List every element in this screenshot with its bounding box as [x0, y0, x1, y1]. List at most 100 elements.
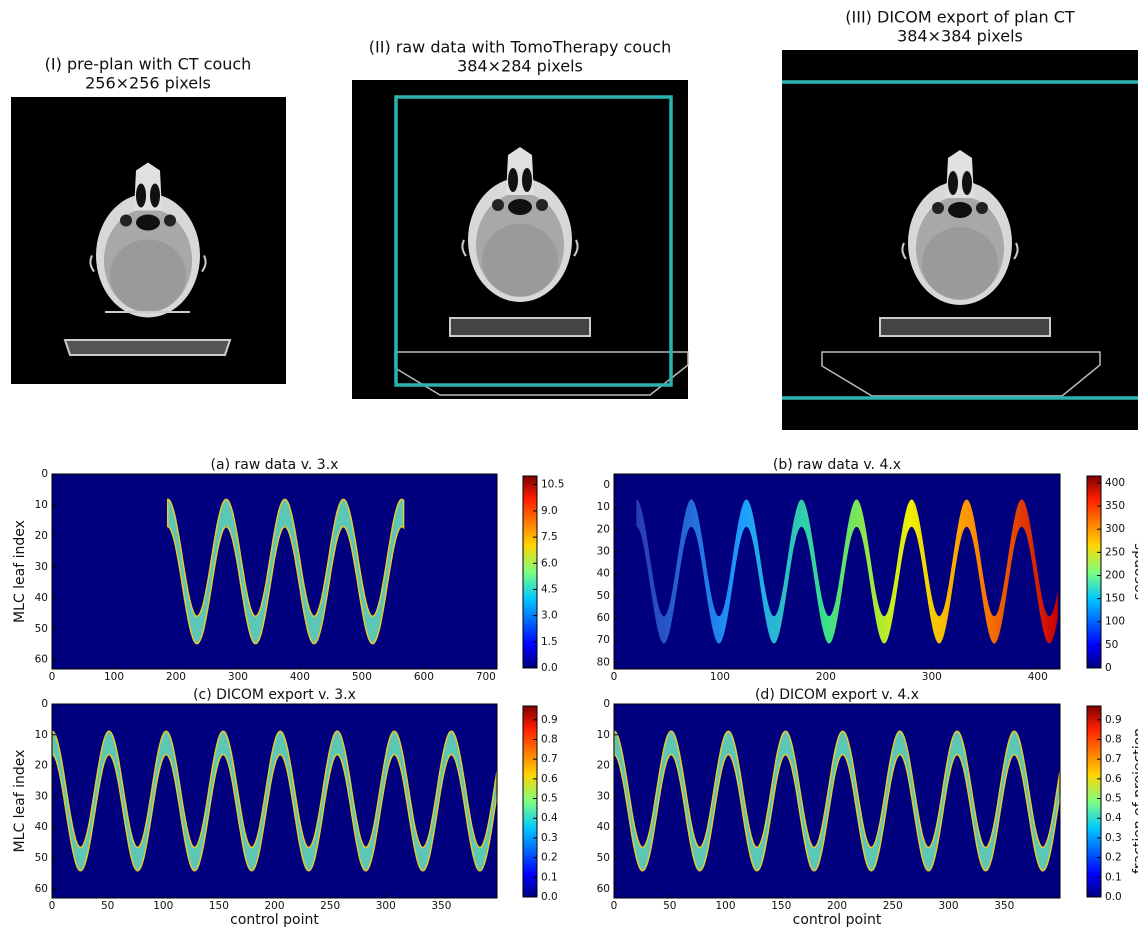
colorbar-tick-label: 300	[1105, 523, 1125, 535]
colorbar	[1086, 705, 1102, 898]
image-title: (I) pre-plan with CT couch	[45, 55, 252, 74]
x-tick-label: 50	[101, 900, 114, 912]
y-tick-label: 10	[35, 729, 48, 741]
colorbar-tick-label: 0.2	[1105, 852, 1122, 864]
y-tick-label: 10	[597, 729, 610, 741]
colorbar-tick-label: 0.1	[541, 871, 558, 883]
y-tick-label: 20	[597, 760, 610, 772]
colorbar-tick-label: 150	[1105, 593, 1125, 605]
x-tick-label: 50	[663, 900, 676, 912]
x-tick-label: 350	[431, 900, 451, 912]
y-axis-label: MLC leaf index	[12, 520, 28, 623]
y-tick-label: 0	[41, 698, 48, 710]
colorbar-tick-label: 0.9	[1105, 714, 1122, 726]
y-tick-label: 40	[597, 821, 610, 833]
x-tick-label: 200	[264, 900, 284, 912]
y-tick-label: 0	[603, 479, 610, 491]
x-tick-label: 100	[710, 671, 730, 683]
y-tick-label: 60	[35, 654, 48, 666]
x-tick-label: 300	[376, 900, 396, 912]
x-tick-label: 600	[414, 671, 434, 683]
colorbar-tick-label: 0.5	[1105, 793, 1122, 805]
image-subtitle: 384×284 pixels	[457, 57, 583, 76]
colorbar-tick-label: 0	[1105, 662, 1112, 674]
colorbar-tick-label: 0.0	[1105, 891, 1122, 903]
x-tick-label: 150	[209, 900, 229, 912]
heatmap-panel: 0 50 100 150 200 250 300 350 0 10 20 30 40 50 60 0.0 0.1…	[12, 687, 558, 928]
colorbar-tick-label: 3.0	[541, 610, 558, 622]
colorbar-tick-label: 6.0	[541, 557, 558, 569]
y-tick-label: 30	[597, 790, 610, 802]
colorbar-tick-label: 350	[1105, 500, 1125, 512]
colorbar-tick-label: 0.8	[1105, 733, 1122, 745]
region-box	[394, 95, 673, 387]
y-tick-label: 10	[597, 501, 610, 513]
plot-title: (a) raw data v. 3.x	[211, 457, 339, 473]
colorbar-tick-label: 10.5	[541, 479, 564, 491]
y-tick-label: 50	[35, 852, 48, 864]
colorbar-tick-label: 250	[1105, 546, 1125, 558]
heatmap-background	[52, 474, 497, 669]
colorbar	[522, 705, 538, 898]
y-tick-label: 0	[603, 698, 610, 710]
colorbar-tick-label: 0.3	[1105, 832, 1122, 844]
heatmap-band	[166, 498, 405, 645]
colorbar-tick-label: 0.4	[541, 812, 558, 824]
x-tick-label: 0	[49, 671, 56, 683]
heatmap-band	[636, 499, 1058, 644]
colorbar	[522, 475, 538, 669]
y-tick-label: 60	[597, 612, 610, 624]
x-tick-label: 0	[611, 671, 618, 683]
colorbar-tick-label: 7.5	[541, 531, 558, 543]
colorbar-tick-label: 0.5	[541, 793, 558, 805]
x-tick-label: 250	[320, 900, 340, 912]
x-tick-label: 500	[352, 671, 372, 683]
colorbar-tick-label: 4.5	[541, 583, 558, 595]
x-tick-label: 200	[816, 671, 836, 683]
y-tick-label: 30	[35, 790, 48, 802]
y-tick-label: 50	[597, 852, 610, 864]
x-tick-label: 400	[1028, 671, 1048, 683]
heatmap-background	[52, 704, 497, 898]
y-axis-label: MLC leaf index	[12, 750, 28, 853]
plot-frame	[613, 473, 1061, 670]
plot-title: (d) DICOM export v. 4.x	[755, 687, 919, 703]
y-tick-label: 20	[35, 530, 48, 542]
colorbar-tick-label: 9.0	[541, 505, 558, 517]
x-axis-label: control point	[793, 912, 882, 928]
x-tick-label: 200	[827, 900, 847, 912]
colorbar-tick-label: 1.5	[541, 636, 558, 648]
colorbar-tick-label: 0.0	[541, 891, 558, 903]
colorbar-tick-label: 0.0	[541, 662, 558, 674]
colorbar-tick-label: 0.7	[541, 753, 558, 765]
x-tick-label: 300	[922, 671, 942, 683]
colorbar-tick-label: 0.6	[1105, 773, 1122, 785]
y-tick-label: 80	[597, 656, 610, 668]
colorbar-tick-label: 0.1	[1105, 871, 1122, 883]
x-tick-label: 300	[228, 671, 248, 683]
colorbar-tick-label: 0.8	[541, 733, 558, 745]
y-tick-label: 20	[35, 760, 48, 772]
image-title: (III) DICOM export of plan CT	[845, 8, 1075, 27]
x-tick-label: 0	[611, 900, 618, 912]
colorbar	[1086, 475, 1102, 669]
plot-title: (c) DICOM export v. 3.x	[193, 687, 356, 703]
heatmap-panel: 0 100 200 300 400 500 600 700 0 10 20 30 40 50 60 0.0 1.…	[12, 457, 564, 683]
x-tick-label: 400	[290, 671, 310, 683]
x-tick-label: 150	[771, 900, 791, 912]
x-tick-label: 300	[938, 900, 958, 912]
y-tick-label: 10	[35, 499, 48, 511]
colorbar-label: fraction of projection	[1131, 728, 1138, 874]
x-tick-label: 100	[104, 671, 124, 683]
heatmap-background	[614, 704, 1060, 898]
x-tick-label: 700	[476, 671, 496, 683]
colorbar-tick-label: 100	[1105, 616, 1125, 628]
colorbar-tick-label: 0.9	[541, 714, 558, 726]
y-tick-label: 40	[597, 568, 610, 580]
colorbar-tick-label: 400	[1105, 477, 1125, 489]
y-tick-label: 70	[597, 634, 610, 646]
x-tick-label: 200	[166, 671, 186, 683]
colorbar-label: seconds	[1131, 543, 1138, 600]
